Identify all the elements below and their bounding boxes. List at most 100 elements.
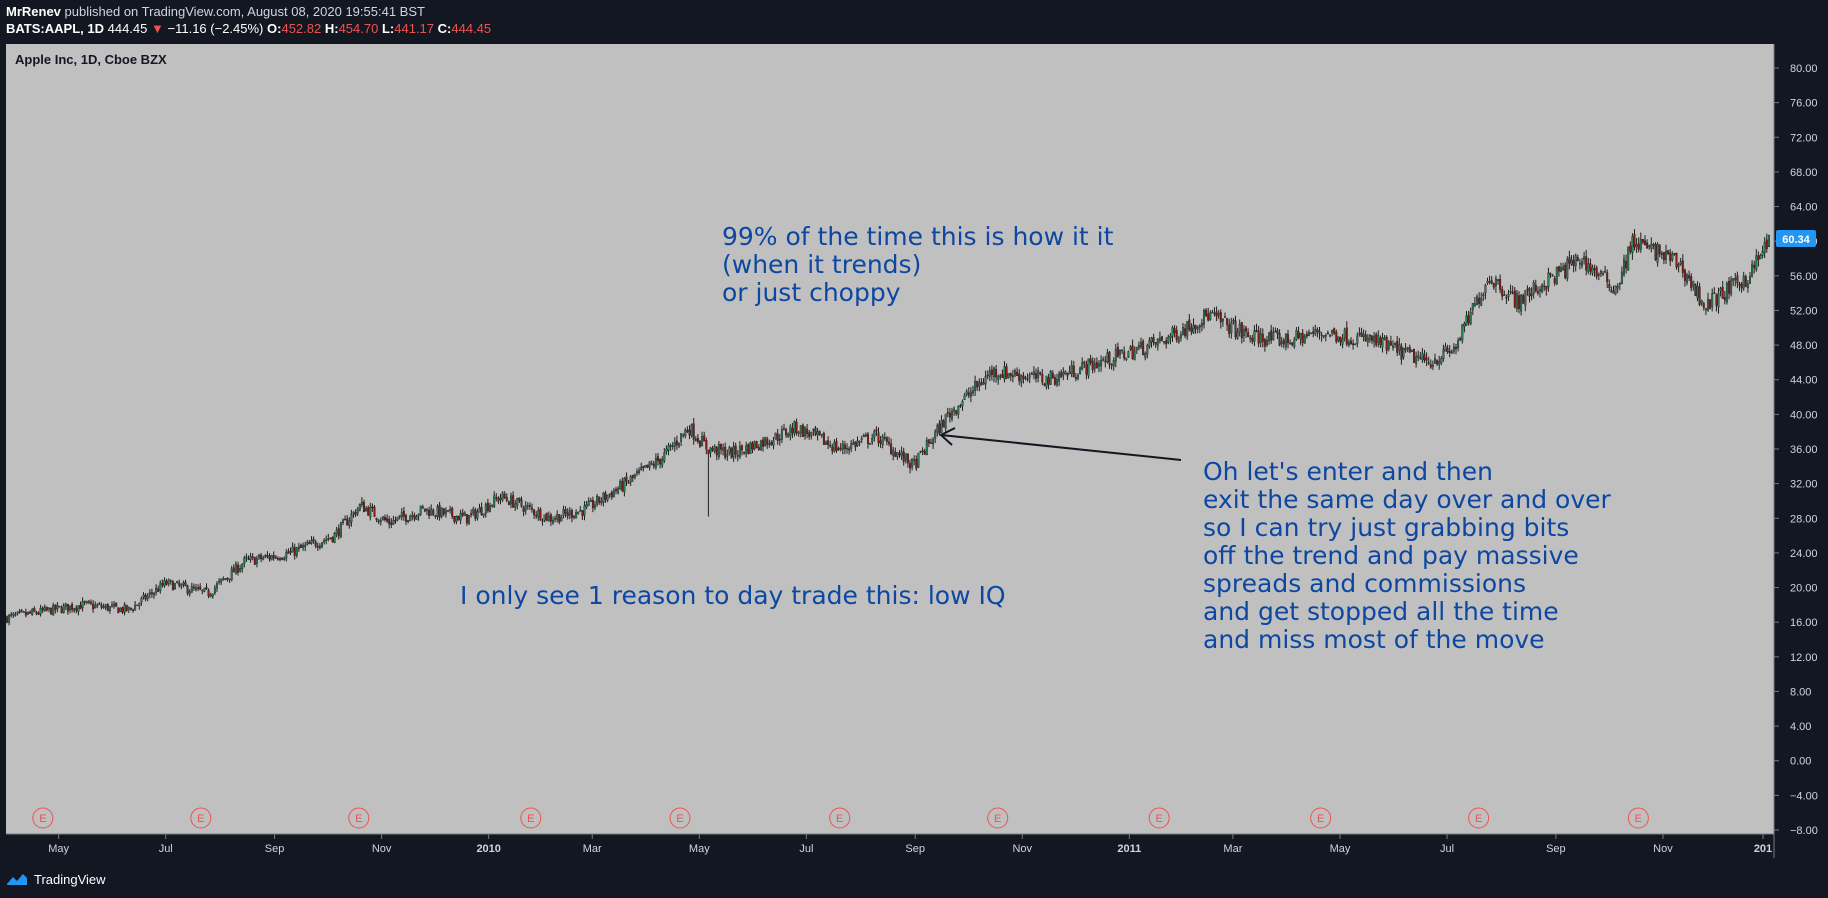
earnings-marker[interactable] xyxy=(1627,807,1649,829)
candle-body xyxy=(1280,341,1283,344)
candle-body xyxy=(1322,335,1325,338)
candle-body xyxy=(1478,297,1481,304)
candle-body xyxy=(1251,337,1254,342)
candle-body xyxy=(1249,337,1252,339)
candle-body xyxy=(1104,360,1107,363)
candle-body xyxy=(1297,331,1300,338)
annotation-right[interactable]: Oh let's enter and then exit the same da… xyxy=(1203,457,1611,654)
candle-body xyxy=(1160,336,1163,341)
footer-branding[interactable]: TradingView xyxy=(6,868,106,890)
footer-brand-text: TradingView xyxy=(34,871,106,887)
candle-body xyxy=(843,444,846,449)
candle-body xyxy=(1221,319,1224,322)
candle-body xyxy=(1171,327,1174,337)
candle-body xyxy=(741,445,744,451)
candle-body xyxy=(1660,253,1663,255)
candle-body xyxy=(684,429,687,437)
candle-body xyxy=(1150,337,1153,343)
candle-body xyxy=(1205,309,1208,316)
candle-body xyxy=(89,602,92,604)
annotation-top[interactable]: 99% of the time this is how it it (when … xyxy=(722,222,1114,307)
candle-body xyxy=(1253,330,1256,342)
candle-body xyxy=(268,555,271,560)
candle-body xyxy=(440,507,443,517)
candle-body xyxy=(1400,346,1403,360)
candle-body xyxy=(142,594,145,598)
candle-body xyxy=(24,612,27,616)
candle-body xyxy=(155,587,158,593)
earnings-marker[interactable] xyxy=(348,807,370,829)
candle-body xyxy=(541,520,544,522)
candle-body xyxy=(1480,298,1483,306)
earnings-marker[interactable] xyxy=(190,807,212,829)
candle-body xyxy=(768,443,771,445)
earnings-marker[interactable] xyxy=(829,807,851,829)
candle-body xyxy=(335,529,338,535)
candle-body xyxy=(1593,268,1596,271)
candle-body xyxy=(902,451,905,462)
candle-body xyxy=(522,507,525,512)
candle-body xyxy=(1247,332,1250,337)
last-price-badge-bg xyxy=(1776,230,1816,247)
candle-body xyxy=(1125,357,1128,360)
earnings-marker[interactable] xyxy=(32,807,54,829)
candle-body xyxy=(974,381,977,391)
candle-body xyxy=(1108,351,1111,365)
candle-body xyxy=(1362,334,1365,338)
candle-body xyxy=(1725,283,1728,303)
earnings-marker[interactable] xyxy=(1310,807,1332,829)
candle-body xyxy=(117,607,120,614)
candle-body xyxy=(497,497,500,502)
candle-body xyxy=(1190,327,1193,333)
candle-body xyxy=(547,515,550,522)
candle-body xyxy=(1335,331,1338,343)
author-name[interactable]: MrRenev xyxy=(6,4,61,19)
candle-body xyxy=(1018,373,1021,381)
candle-body xyxy=(1717,292,1720,308)
candle-body xyxy=(1043,383,1046,386)
candle-body xyxy=(856,440,859,446)
candle-body xyxy=(1354,343,1357,346)
candle-body xyxy=(339,522,342,538)
candle-body xyxy=(1551,275,1554,277)
candle-body xyxy=(1093,363,1096,369)
candle-body xyxy=(363,501,366,513)
candle-body xyxy=(102,606,105,608)
time-axis[interactable]: May Jul Sep Nov 2010 Mar May Jul Sep Nov 2011 Mar Ma… xyxy=(48,834,1772,855)
candle-body xyxy=(438,504,441,518)
earnings-marker[interactable] xyxy=(520,807,542,829)
candle-body xyxy=(1559,267,1562,272)
candle-body xyxy=(1664,250,1667,260)
price-axis[interactable]: 80.0076.0072.0068.0064.0060.0056.0052.00… xyxy=(1774,63,1818,837)
candle-body xyxy=(1339,337,1342,343)
candle-body xyxy=(455,515,458,523)
candle-body xyxy=(304,544,307,547)
earnings-marker[interactable] xyxy=(987,807,1009,829)
candle-body xyxy=(1734,278,1737,280)
earnings-marker[interactable] xyxy=(1468,807,1490,829)
candle-body xyxy=(201,589,204,592)
candle-body xyxy=(594,504,597,508)
last-price-badge-text: 60.34 xyxy=(1782,234,1810,246)
candle-body xyxy=(602,492,605,503)
candle-body xyxy=(1614,285,1617,295)
candle-body xyxy=(1282,339,1285,345)
candle-body xyxy=(392,519,395,525)
candle-body xyxy=(1026,378,1029,380)
candle-body xyxy=(678,442,681,447)
candle-body xyxy=(270,555,273,561)
candle-body xyxy=(549,514,552,522)
candle-body xyxy=(1545,285,1548,290)
earnings-marker[interactable] xyxy=(1148,807,1170,829)
annotation-middle[interactable]: I only see 1 reason to day trade this: l… xyxy=(460,581,1006,610)
earnings-marker[interactable] xyxy=(669,807,691,829)
candle-body xyxy=(1765,239,1768,249)
candle-body xyxy=(1606,272,1609,283)
candle-body xyxy=(1473,303,1476,306)
candle-body xyxy=(747,444,750,454)
candle-body xyxy=(978,382,981,387)
candle-body xyxy=(245,556,248,559)
candle-body xyxy=(1209,312,1212,320)
candle-body xyxy=(1394,343,1397,345)
